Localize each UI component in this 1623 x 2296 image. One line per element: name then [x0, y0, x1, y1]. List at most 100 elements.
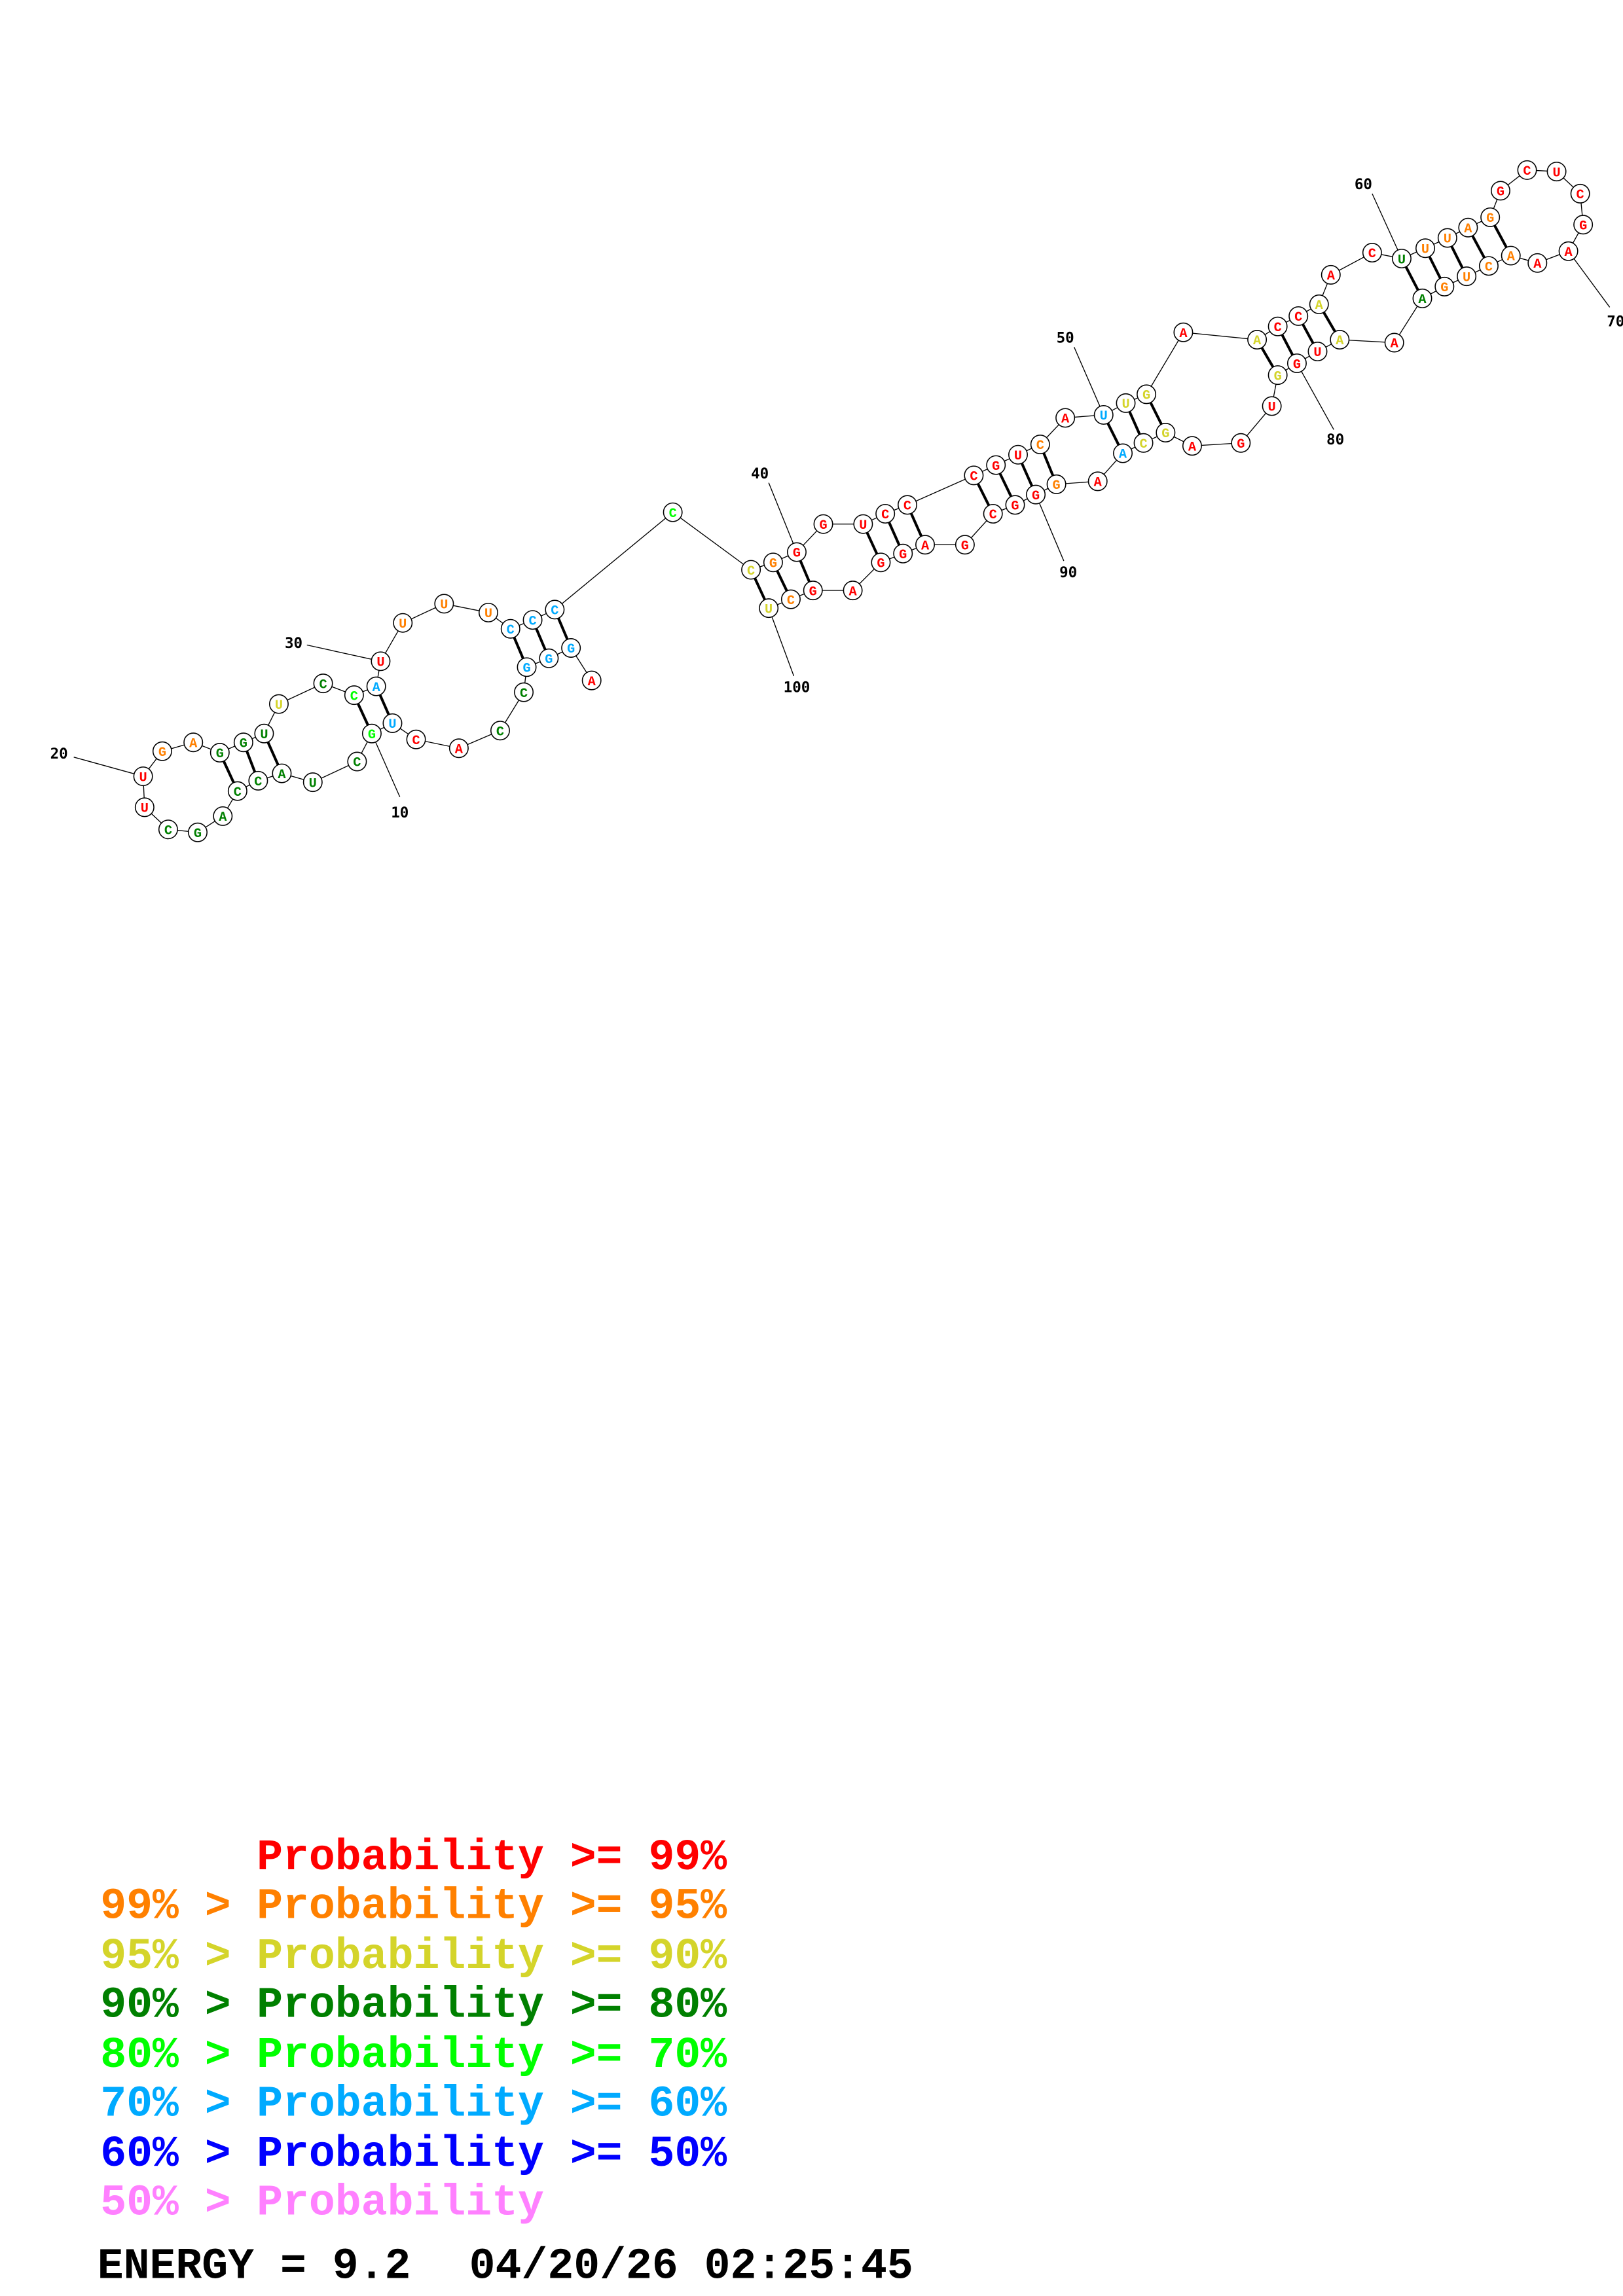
nucleotide-letter: A	[1061, 412, 1070, 427]
nucleotide-letter: G	[793, 547, 801, 562]
nucleotide-letter: G	[1579, 219, 1587, 234]
nucleotide-circle	[986, 455, 1006, 475]
nucleotide-letter: A	[1094, 476, 1103, 491]
nucleotide: A	[1330, 330, 1350, 350]
nucleotide-circle	[344, 685, 364, 706]
nucleotide: A	[1087, 471, 1108, 492]
nucleotide-letter: U	[376, 656, 384, 671]
nucleotide: U	[1262, 396, 1282, 416]
nucleotide-letter: A	[373, 681, 381, 696]
nucleotide-letter: C	[1485, 260, 1493, 276]
position-label: 70	[1607, 314, 1623, 331]
nucleotide-letter: A	[1119, 448, 1127, 463]
nucleotide: G	[871, 552, 891, 573]
nucleotide-circle	[786, 542, 807, 562]
position-tick-line	[1296, 363, 1334, 430]
nucleotide-circle	[1309, 294, 1329, 314]
nucleotide-letter: A	[1253, 334, 1262, 349]
nucleotide-letter: G	[1293, 357, 1301, 372]
position-label: 30	[285, 635, 302, 652]
nucleotide-circle	[1137, 384, 1157, 404]
nucleotide-circle	[1173, 322, 1194, 342]
nucleotide: U	[478, 602, 498, 622]
nucleotide: C	[500, 619, 520, 639]
nucleotide-letter: C	[350, 689, 358, 704]
position-tick-line	[371, 733, 401, 797]
nucleotide-letter: G	[1011, 499, 1019, 514]
backbone	[142, 170, 1584, 833]
nucleotide: G	[539, 648, 559, 668]
nucleotide-circle	[897, 495, 917, 515]
nucleotide-letter: U	[440, 598, 448, 613]
nucleotide-letter: G	[567, 642, 575, 657]
nucleotide-circle	[347, 751, 367, 772]
nucleotide-circle	[741, 560, 761, 580]
nucleotide-circle	[490, 721, 510, 741]
nucleotide-letter: C	[234, 785, 242, 800]
position-label: 10	[391, 804, 409, 821]
nucleotide-letter: G	[368, 728, 376, 743]
nucleotide-letter: A	[1418, 293, 1427, 308]
nucleotide-circle	[1026, 484, 1046, 505]
nucleotide: C	[1478, 256, 1499, 276]
nucleotide-letter: U	[275, 698, 283, 713]
nucleotide: A	[1558, 241, 1578, 261]
nucleotide-circle	[871, 552, 891, 573]
nucleotide-letter: G	[899, 548, 907, 563]
nucleotide: G	[1137, 384, 1157, 404]
nucleotide-circle	[545, 600, 565, 620]
nucleotide: G	[361, 723, 382, 744]
nucleotide-letter: A	[1179, 327, 1188, 342]
nucleotide-letter: C	[787, 594, 795, 609]
nucleotide: C	[490, 721, 510, 741]
nucleotide-circle	[1480, 207, 1501, 227]
timestamp: 04/20/26 02:25:45	[469, 2242, 913, 2291]
nucleotide-letter: G	[769, 557, 777, 572]
nucleotide: G	[1573, 215, 1594, 235]
nucleotide: C	[158, 819, 178, 840]
nucleotide: A	[1321, 264, 1341, 285]
position-tick-line	[1074, 347, 1104, 416]
nucleotide: C	[875, 503, 896, 524]
nucleotide-circle	[393, 613, 413, 633]
nucleotide-letter: U	[1421, 242, 1429, 257]
position-label: 60	[1355, 176, 1372, 193]
nucleotide: U	[393, 613, 413, 633]
nucleotide-letter: C	[1036, 439, 1044, 454]
nucleotide: G	[786, 542, 807, 562]
nucleotide-letter: C	[989, 508, 997, 523]
nucleotide: U	[1116, 393, 1136, 413]
nucleotide-circle	[1412, 288, 1432, 308]
nucleotide-circle	[1558, 241, 1578, 261]
nucleotide-letter: C	[669, 507, 677, 522]
nucleotide: G	[1005, 495, 1025, 515]
nucleotide-letter: C	[1294, 310, 1302, 325]
nucleotide-circle	[188, 822, 208, 842]
nucleotide-circle	[371, 651, 391, 672]
nucleotide-letter: A	[1391, 337, 1399, 352]
nucleotide: G	[1156, 422, 1176, 442]
nucleotide-circle	[227, 781, 247, 801]
nucleotide-circle	[964, 465, 984, 486]
nucleotide-circle	[803, 581, 823, 601]
nucleotide-circle	[500, 619, 520, 639]
position-label: 40	[751, 465, 769, 482]
nucleotide-circle	[183, 732, 204, 753]
nucleotide-circle	[1005, 495, 1025, 515]
nucleotide-circle	[1182, 436, 1202, 456]
nucleotide: U	[853, 514, 873, 534]
nucleotide-letter: A	[849, 584, 858, 600]
nucleotide-circle	[1262, 396, 1282, 416]
nucleotide-letter: G	[1053, 478, 1061, 493]
nucleotide: A	[272, 763, 292, 783]
nucleotide-circle	[514, 682, 534, 702]
nucleotide: C	[545, 600, 565, 620]
nucleotide: G	[152, 741, 172, 761]
nucleotide-circle	[983, 503, 1003, 524]
nucleotide: C	[344, 685, 364, 706]
nucleotide: U	[254, 723, 274, 744]
nucleotide: C	[522, 610, 543, 630]
nucleotide-letter: A	[219, 810, 227, 825]
backbone-segment	[672, 512, 752, 571]
